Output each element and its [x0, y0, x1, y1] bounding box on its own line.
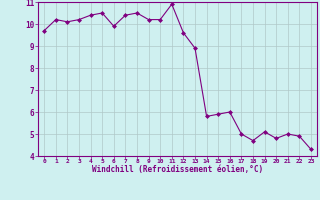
X-axis label: Windchill (Refroidissement éolien,°C): Windchill (Refroidissement éolien,°C): [92, 165, 263, 174]
